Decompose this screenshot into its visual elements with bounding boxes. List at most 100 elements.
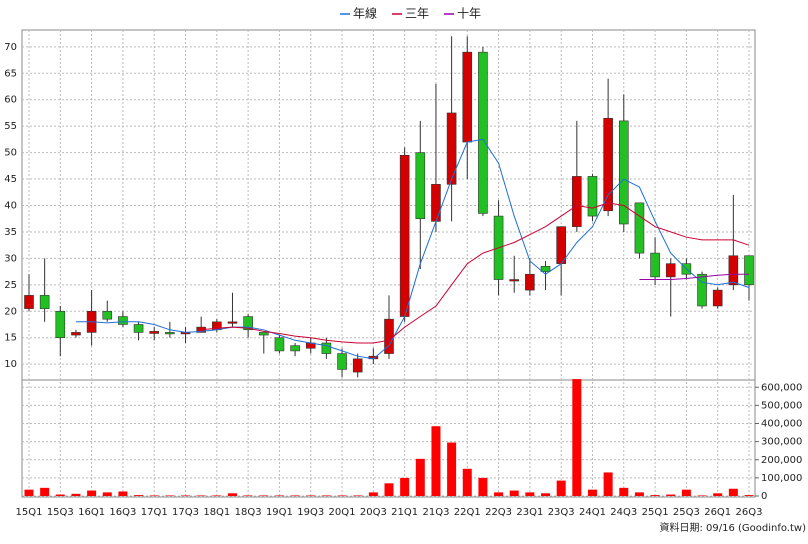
candle-body — [634, 202, 645, 254]
volume-bar — [603, 472, 613, 496]
volume-bar — [243, 495, 253, 496]
footnote: 資料日期: 09/16 (Goodinfo.tw) — [659, 521, 806, 534]
volume-bar — [259, 495, 269, 496]
volume-bar — [650, 495, 660, 496]
x-tick-label: 26Q1 — [704, 507, 731, 518]
y2-tick-label: 200,000 — [761, 455, 802, 466]
candle-body — [243, 316, 253, 331]
volume-bar — [71, 493, 81, 496]
y-tick-label: 65 — [4, 68, 17, 79]
volume-bar — [431, 426, 441, 496]
volume-bar — [509, 490, 519, 496]
plot-frame — [21, 29, 756, 498]
x-tick-label: 23Q3 — [548, 507, 575, 518]
x-tick-label: 18Q3 — [235, 507, 262, 518]
candle-body — [352, 358, 363, 373]
volume-bar — [212, 495, 222, 496]
candle-body — [55, 310, 66, 338]
candle-body — [71, 332, 81, 336]
ma-line — [201, 202, 750, 344]
volume-bar — [744, 495, 754, 496]
y-tick-label: 40 — [4, 201, 17, 212]
candle-body — [102, 310, 113, 320]
candle-body — [728, 255, 739, 286]
x-tick-label: 16Q1 — [78, 507, 105, 518]
volume-bar — [353, 495, 363, 496]
y2-tick-label: 300,000 — [761, 437, 802, 448]
volume-bar — [494, 492, 504, 496]
x-tick-label: 17Q3 — [172, 507, 199, 518]
legend-label: 年線 — [353, 6, 377, 21]
y2-tick-label: 500,000 — [761, 400, 802, 411]
candle-body — [24, 295, 34, 309]
volume-bar — [40, 487, 50, 496]
candle-body — [525, 273, 535, 291]
candle-body — [149, 331, 160, 334]
volume-bar — [274, 495, 284, 496]
volume-bar — [415, 458, 425, 496]
volume-bar — [634, 492, 644, 496]
y-tick-label: 30 — [4, 253, 17, 264]
volume-bar — [196, 495, 206, 496]
y-tick-label: 35 — [4, 227, 17, 238]
candle-body — [650, 252, 660, 278]
x-tick-label: 22Q1 — [454, 507, 481, 518]
volume-bar — [572, 379, 582, 496]
volume-bar — [368, 492, 378, 496]
x-tick-label: 17Q1 — [141, 507, 168, 518]
y2-tick-label: 600,000 — [761, 382, 802, 393]
y-tick-label: 70 — [4, 42, 17, 53]
candle-body — [39, 295, 50, 309]
candle-body — [415, 152, 426, 220]
y2-tick-label: 100,000 — [761, 473, 802, 484]
x-tick-label: 20Q1 — [329, 507, 356, 518]
candle-body — [337, 353, 347, 370]
candle-body — [321, 342, 332, 354]
y-tick-label: 60 — [4, 95, 17, 106]
y-tick-label: 10 — [4, 359, 17, 370]
volume-bar — [55, 494, 65, 496]
legend-label: 十年 — [457, 7, 481, 21]
candle-body — [603, 117, 613, 212]
volume-bar — [478, 477, 488, 496]
y-tick-label: 50 — [4, 148, 17, 159]
y-tick-label: 45 — [4, 174, 17, 185]
candle-body — [258, 332, 269, 336]
candle-body — [478, 51, 488, 214]
candle-body — [712, 289, 723, 307]
volume-bar — [87, 490, 97, 496]
candle-body — [509, 279, 520, 282]
volume-bar — [102, 492, 112, 496]
candle-body — [446, 112, 457, 185]
volume-bar — [681, 489, 691, 496]
volume-bar — [447, 442, 457, 496]
candle-body — [274, 337, 285, 352]
candle-body — [540, 266, 551, 272]
volume-bar — [697, 495, 707, 496]
volume-bar — [400, 477, 410, 496]
volume-bar — [666, 494, 676, 496]
volume-bar — [556, 480, 566, 496]
y-tick-label: 15 — [4, 333, 17, 344]
candle-body — [399, 154, 410, 317]
x-tick-label: 16Q3 — [109, 507, 136, 518]
y2-tick-label: 400,000 — [761, 419, 802, 430]
candle-body — [572, 176, 582, 227]
x-tick-label: 25Q3 — [673, 507, 700, 518]
ma-line — [76, 138, 750, 360]
y-tick-label: 20 — [4, 306, 17, 317]
y2-tick-label: 0 — [761, 491, 767, 502]
volume-bar — [165, 495, 175, 496]
x-tick-label: 19Q1 — [266, 507, 293, 518]
candle-body — [587, 176, 598, 217]
volume-bar — [587, 489, 597, 496]
x-tick-label: 24Q1 — [579, 507, 606, 518]
x-tick-label: 20Q3 — [360, 507, 387, 518]
x-tick-label: 21Q3 — [422, 507, 449, 518]
volume-bar — [306, 495, 316, 496]
candle-body — [665, 263, 676, 278]
candle-body — [618, 120, 629, 225]
y-tick-label: 25 — [4, 280, 17, 291]
